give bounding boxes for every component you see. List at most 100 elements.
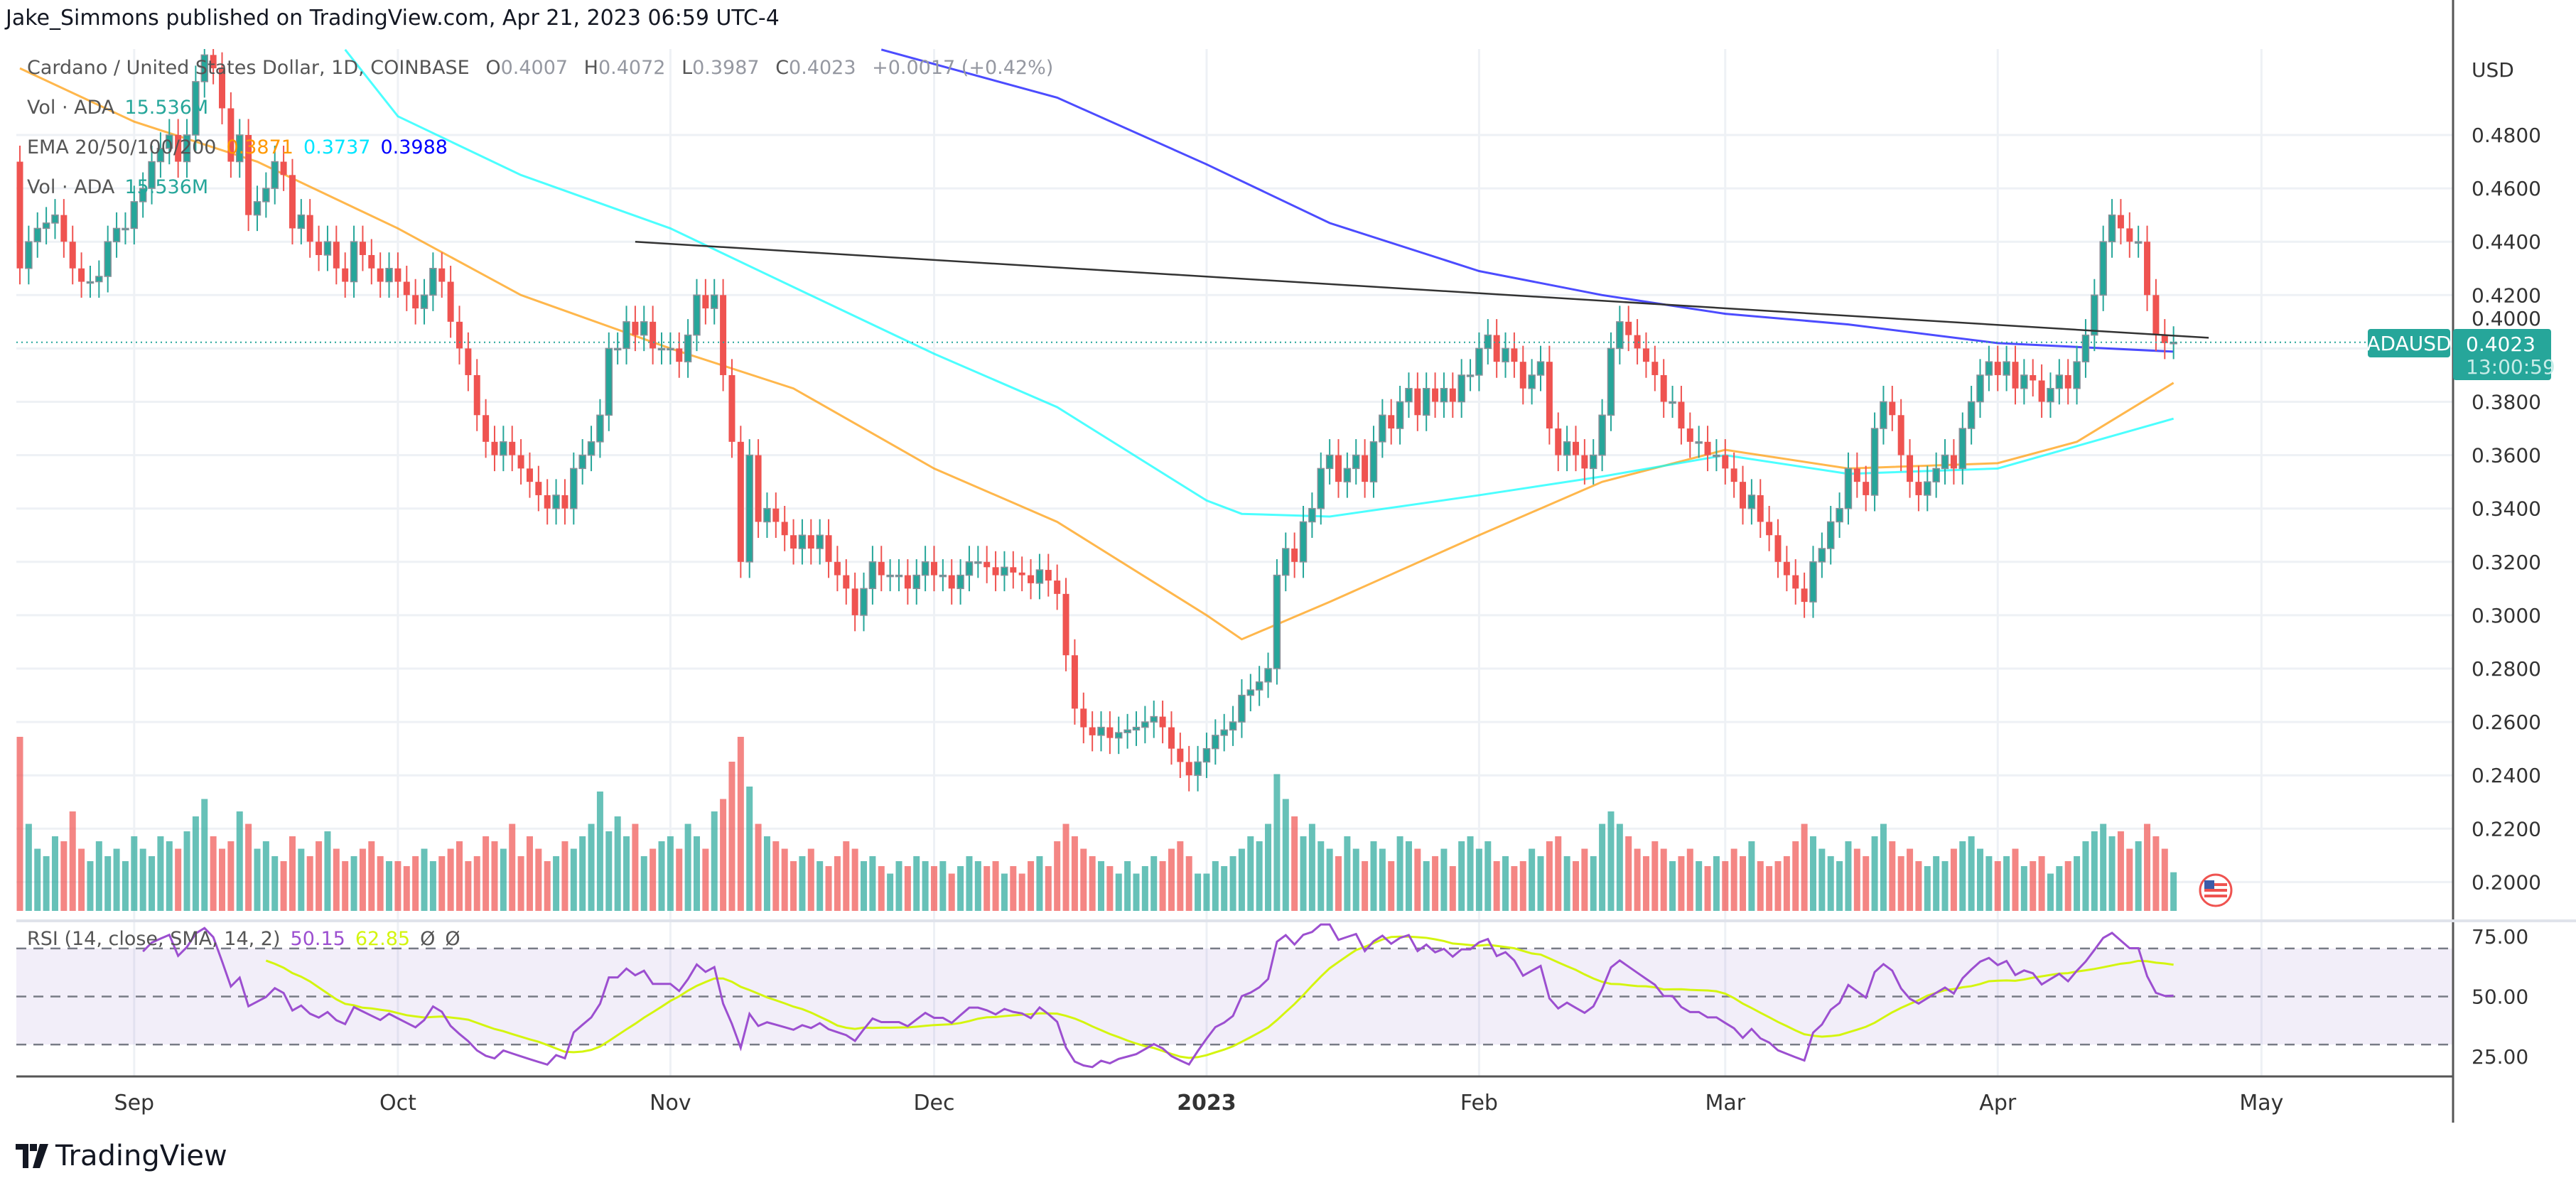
candle [983,546,991,583]
candle-body [1589,454,1597,470]
trendline[interactable] [635,240,2209,339]
candle-body [1001,566,1008,576]
volume-bar [1177,841,1184,911]
legend-ema-row: EMA 20/50/100/200 0.3871 0.3737 0.3988 [27,136,458,158]
candle [412,279,419,325]
rsi-value: 50.15 [290,928,345,950]
tradingview-logo[interactable]: TradingView [16,1140,227,1172]
candle-body [1422,387,1430,416]
candle [1730,452,1737,498]
candle-body [1932,468,1940,482]
volume-bar [1265,824,1272,911]
candle [2020,359,2028,405]
volume-bar [271,856,279,911]
candle-body [1967,401,1976,429]
candle [1282,532,1290,592]
volume-bar [1106,866,1114,911]
us-flag-icon[interactable] [2199,873,2233,907]
candle [1432,372,1439,418]
candle-body [781,522,788,536]
candle-body [491,441,498,455]
grid [16,49,2453,1076]
candle [306,199,313,258]
volume-bar [1634,848,1641,911]
volume-bar [1915,861,1922,911]
volume-bar [851,848,858,911]
candle-body [1106,727,1114,738]
volume-bar [1352,848,1359,911]
candle-body [578,454,586,470]
volume-bar [43,856,50,911]
candle [895,559,903,592]
candle [1414,372,1421,431]
candle-body [253,201,262,216]
candle [772,492,780,539]
volume-bar [1669,861,1676,911]
volume-bar [1045,866,1052,911]
volume-bar [1985,856,1993,911]
candle-body [1792,575,1799,589]
candle-body [1757,495,1764,522]
volume-bar [869,856,876,911]
candle-body [956,574,964,590]
candle [2030,359,2037,396]
volume-bar [1062,824,1069,911]
volume-bar [861,861,868,911]
candle [1897,399,1904,472]
candle [122,212,129,244]
volume-bar [51,836,58,911]
volume-bar [790,861,797,911]
time-axis[interactable]: Sep Oct Nov Dec 2023 Feb Mar Apr May [114,1091,2284,1116]
candle-body [650,321,657,349]
candle-body [1598,414,1606,456]
candle [2134,225,2143,258]
volume-bar [570,848,577,911]
volume-bar [2100,824,2107,911]
candle-body [1123,729,1131,733]
candle [667,332,674,364]
candle-body [1246,689,1255,696]
candle [1449,372,1456,418]
volume-bar [1098,861,1105,911]
candle-body [1229,721,1237,731]
low-label: L [681,57,693,79]
candle-body [148,161,156,189]
candle-body [2073,361,2081,389]
rsi-na-value: Ø [445,928,460,950]
candle [657,332,666,364]
candle [2038,364,2045,418]
candle [1291,532,1298,578]
candle [1001,551,1008,592]
volume-bar [139,848,146,911]
candle [245,119,252,232]
volume-bar [737,737,744,911]
volume-bar [755,824,762,911]
volume-bar [1291,816,1298,911]
candle [535,465,542,512]
candle-body [1774,535,1782,562]
candle-body [745,454,753,563]
candle [1853,452,1860,498]
volume-bar [438,856,446,911]
candle-body [2108,214,2116,242]
volume-bar [1818,848,1826,911]
candle-body [245,135,252,215]
candle [1317,452,1325,525]
candle-body [1432,388,1439,402]
candle-body [1010,567,1017,573]
candle-body [2020,374,2028,389]
candle [1379,399,1386,458]
price-tick-label: 0.3400 [2472,497,2541,521]
currency-label: USD [2472,58,2514,82]
volume-bar [483,836,490,911]
candle-body [1396,401,1404,429]
volume-bar [992,861,999,911]
candle [702,279,709,325]
ema-value-blue: 0.3988 [380,136,448,158]
candle-body [271,161,279,189]
candle-body [798,534,807,549]
candle-body [1880,401,1887,429]
candle-body [104,241,112,277]
